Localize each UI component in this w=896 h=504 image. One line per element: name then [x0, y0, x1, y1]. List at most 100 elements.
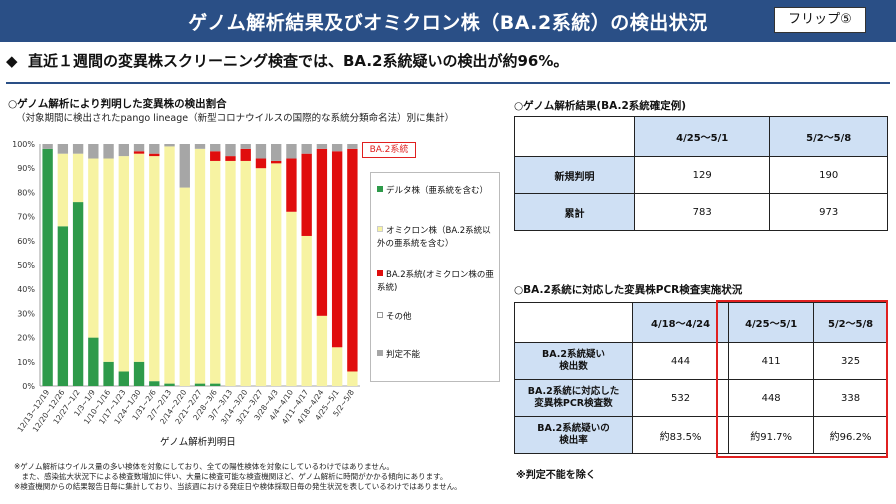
y-tick-label: 60% [17, 237, 35, 246]
bar-segment-4 [103, 144, 114, 159]
bar-segment-1 [240, 160, 251, 386]
y-tick-label: 90% [17, 164, 35, 173]
table-cell: 約91.7% [728, 416, 815, 454]
bar-segment-1 [286, 211, 297, 386]
legend-label: デルタ株（亜系統を含む） [386, 186, 489, 196]
column-header: 4/25～5/1 [633, 116, 771, 157]
y-tick-label: 50% [17, 261, 35, 270]
bar-segment-2 [347, 148, 358, 372]
bar-segment-1 [301, 235, 312, 386]
table-row: BA.2系統に対応した 変異株PCR検査数 532 448 338 [514, 379, 888, 417]
bar-segment-1 [255, 168, 267, 386]
bar-segment-2 [286, 158, 297, 212]
bar-segment-2 [210, 151, 221, 161]
bar-segment-4 [255, 144, 267, 159]
ba2-callout-label: BA.2系統 [362, 142, 416, 158]
bar-segment-4 [88, 144, 99, 159]
table-cell: 448 [728, 379, 815, 417]
page-title: ゲノム解析結果及びオミクロン株（BA.2系統）の検出状況 [188, 12, 708, 34]
legend-label: BA.2系統(オミクロン株の亜系統) [377, 270, 494, 293]
bar-segment-4 [301, 144, 312, 154]
bar-segment-4 [286, 144, 297, 159]
table-row: BA.2系統疑い 検出数 444 411 325 [514, 342, 888, 380]
bar-segment-0 [194, 383, 206, 386]
table-cell: 783 [633, 193, 771, 231]
y-tick-label: 70% [17, 213, 35, 222]
bar-segment-2 [225, 156, 236, 161]
footnotes: ※ゲノム解析はウイルス量の多い検体を対象にしており、全ての陽性検体を対象にしてい… [14, 462, 514, 492]
bar-segment-4 [347, 144, 358, 149]
bar-segment-1 [72, 153, 84, 203]
row-header: BA.2系統に対応した 変異株PCR検査数 [514, 379, 633, 417]
bar-segment-1 [164, 146, 175, 384]
flip-button[interactable]: フリップ⑤ [774, 7, 866, 33]
row-header-line: BA.2系統に対応した [527, 386, 620, 397]
chart-subtitle: （対象期間に検出されたpango lineage（新型コロナウイルスの国際的な系… [16, 113, 455, 124]
y-tick-label: 100% [12, 140, 35, 149]
header-bar: ゲノム解析結果及びオミクロン株（BA.2系統）の検出状況 フリップ⑤ [0, 0, 896, 42]
bar-segment-0 [118, 371, 129, 386]
row-header-line: 検出数 [559, 361, 588, 372]
table2-title: ○BA.2系統に対応した変異株PCR検査実施状況 [514, 284, 743, 296]
bar-segment-2 [255, 158, 267, 169]
table-cell: 129 [633, 156, 771, 194]
bar-segment-1 [271, 163, 282, 386]
row-header-line: 検出率 [559, 435, 588, 446]
diamond-bullet-icon: ◆ [6, 52, 18, 70]
x-axis-label: ゲノム解析判明日 [160, 437, 236, 448]
bar-segment-4 [210, 144, 221, 152]
bar-segment-1 [210, 160, 221, 384]
column-header: 4/25～5/1 [728, 302, 815, 343]
legend-item-ba2: BA.2系統(オミクロン株の亜系統) [377, 269, 495, 295]
legend-swatch-omicron [377, 226, 383, 232]
bar-segment-1 [347, 371, 358, 386]
bar-segment-1 [316, 315, 328, 386]
row-header: 累計 [514, 193, 635, 231]
column-header: 5/2～5/8 [769, 116, 888, 157]
legend-swatch-delta [377, 186, 383, 192]
bar-segment-1 [103, 158, 114, 362]
bar-segment-0 [88, 337, 99, 386]
bar-segment-4 [316, 144, 328, 149]
legend-swatch-undetermined [377, 350, 383, 356]
table-corner-cell [514, 302, 633, 343]
legend-item-other: その他 [377, 311, 495, 324]
bar-segment-1 [118, 156, 129, 372]
stacked-bar-chart: 0%10%20%30%40%50%60%70%80%90%100%12/13~1… [12, 140, 360, 434]
row-header-line: 変異株PCR検査数 [534, 398, 613, 409]
bar-segment-4 [72, 144, 84, 154]
bar-segment-4 [57, 144, 69, 154]
bar-segment-4 [271, 144, 282, 161]
bar-segment-0 [149, 381, 160, 386]
bar-segment-2 [240, 148, 251, 161]
table-cell: 444 [631, 342, 730, 380]
table-cell: 約96.2% [813, 416, 888, 454]
bar-segment-1 [194, 148, 206, 384]
bar-segment-1 [57, 153, 69, 227]
table-row: BA.2系統疑いの 検出率 約83.5% 約91.7% 約96.2% [514, 416, 888, 454]
bar-segment-0 [133, 361, 145, 386]
row-header-line: BA.2系統疑い [542, 349, 605, 360]
y-tick-label: 80% [17, 188, 35, 197]
recent-weeks-highlight-frame [716, 300, 888, 458]
bar-segment-1 [88, 158, 99, 338]
y-tick-label: 40% [17, 285, 35, 294]
bar-segment-2 [301, 153, 312, 236]
table-cell: 973 [769, 193, 888, 231]
table-cell: 190 [769, 156, 888, 194]
genome-result-table: 4/25～5/1 5/2～5/8 新規判明 129 190 累計 783 973 [514, 116, 888, 231]
bar-segment-4 [225, 144, 236, 157]
footnote: また、感染拡大状況下による検査数増加に伴い、大量に検査可能な検査機関ほど、ゲノム… [14, 472, 448, 481]
table-row: 新規判明 129 190 [514, 156, 888, 194]
bar-segment-0 [164, 383, 175, 386]
bar-segment-1 [179, 187, 190, 386]
bar-segment-4 [133, 144, 145, 152]
table-header-row: 4/18～4/24 4/25～5/1 5/2～5/8 [514, 302, 888, 343]
legend-item-delta: デルタ株（亜系統を含む） [377, 185, 495, 198]
legend-label: オミクロン株（BA.2系統以外の亜系統を含む） [377, 226, 491, 249]
legend-item-undetermined: 判定不能 [377, 349, 495, 362]
bar-segment-4 [164, 144, 175, 147]
table2-note: ※判定不能を除く [516, 470, 596, 481]
y-tick-label: 0% [22, 382, 35, 391]
y-tick-label: 30% [17, 309, 35, 318]
